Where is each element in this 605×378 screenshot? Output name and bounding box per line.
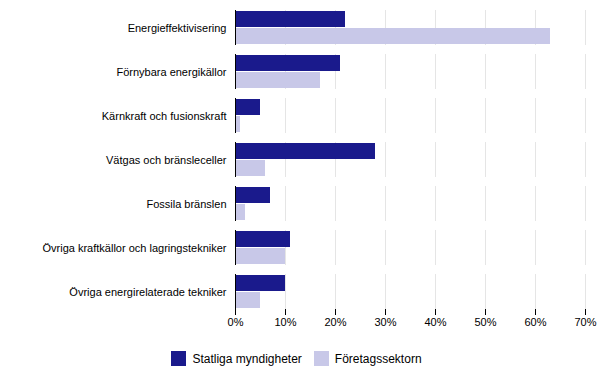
svg-text:Energieffektivisering: Energieffektivisering bbox=[128, 22, 227, 34]
svg-text:Kärnkraft och fusionskraft: Kärnkraft och fusionskraft bbox=[102, 110, 227, 122]
svg-text:30%: 30% bbox=[374, 316, 396, 328]
svg-text:50%: 50% bbox=[474, 316, 496, 328]
svg-text:60%: 60% bbox=[524, 316, 546, 328]
html-text:Statliga myndigheter: Statliga myndigheter bbox=[192, 351, 302, 366]
svg-text:70%: 70% bbox=[574, 316, 596, 328]
svg-text:Fossila bränslen: Fossila bränslen bbox=[146, 198, 226, 210]
html-text:Företagssektorn: Företagssektorn bbox=[334, 351, 422, 366]
svg-text:Övriga energirelaterade teknik: Övriga energirelaterade tekniker bbox=[69, 286, 226, 298]
svg-text:0%: 0% bbox=[228, 316, 244, 328]
svg-text:Övriga kraftkällor och lagring: Övriga kraftkällor och lagringstekniker bbox=[42, 242, 226, 254]
svg-text:40%: 40% bbox=[424, 316, 446, 328]
svg-text:10%: 10% bbox=[274, 316, 296, 328]
svg-text:Förnybara energikällor: Förnybara energikällor bbox=[116, 66, 226, 78]
svg-text:20%: 20% bbox=[324, 316, 346, 328]
svg-text:Vätgas och bränsleceller: Vätgas och bränsleceller bbox=[106, 154, 227, 166]
